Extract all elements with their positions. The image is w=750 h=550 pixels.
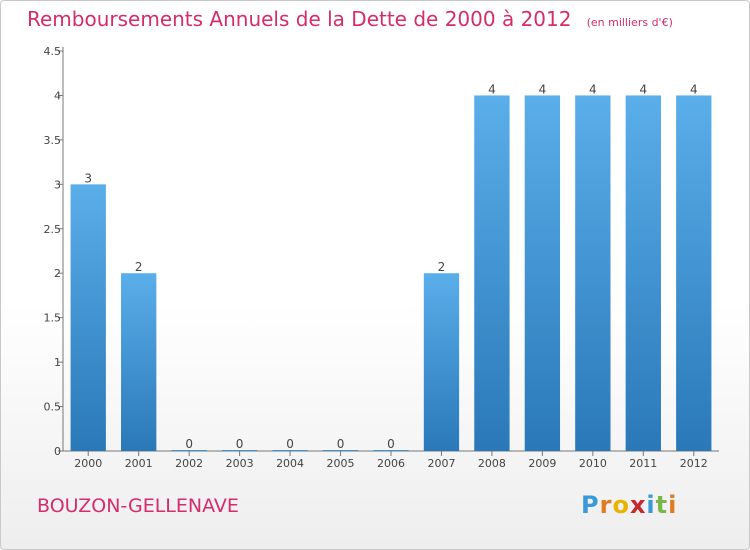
x-tick-label: 2000	[74, 457, 102, 470]
bar	[373, 450, 409, 451]
bar	[70, 184, 106, 452]
title-row: Remboursements Annuels de la Dette de 20…	[27, 7, 673, 31]
y-tick-label: 2	[54, 267, 61, 280]
data-label: 4	[690, 82, 698, 96]
commune-name: BOUZON-GELLENAVE	[37, 495, 239, 517]
y-tick-label: 1.5	[44, 312, 62, 325]
data-label: 0	[236, 437, 244, 451]
bar	[676, 95, 712, 451]
bars	[70, 95, 712, 452]
proxiti-logo: Proxiti	[581, 491, 677, 519]
y-tick-label: 3	[54, 178, 61, 191]
logo-letter: r	[599, 491, 613, 519]
y-tick-label: 4.5	[44, 45, 62, 58]
x-tick-label: 2003	[226, 457, 254, 470]
y-tick-label: 0	[54, 445, 61, 458]
x-tick-label: 2009	[528, 457, 556, 470]
y-tick-label: 1	[54, 356, 61, 369]
data-label: 4	[539, 82, 547, 96]
data-label: 4	[639, 82, 647, 96]
x-tick-label: 2007	[427, 457, 455, 470]
data-label: 4	[488, 82, 496, 96]
bar	[474, 95, 510, 451]
data-label: 0	[337, 437, 345, 451]
x-tick-label: 2008	[478, 457, 506, 470]
x-tick-label: 2012	[680, 457, 708, 470]
x-tick-label: 2001	[125, 457, 153, 470]
data-label: 2	[135, 260, 143, 274]
chart-title: Remboursements Annuels de la Dette de 20…	[27, 7, 572, 31]
y-tick-label: 3.5	[44, 134, 62, 147]
data-label: 3	[84, 171, 92, 185]
bar	[575, 95, 611, 451]
bar	[221, 450, 258, 451]
chart-subtitle: (en milliers d'€)	[586, 16, 673, 29]
x-tick-label: 2002	[175, 457, 203, 470]
bar	[625, 95, 661, 451]
data-label: 0	[387, 437, 395, 451]
data-label: 0	[185, 437, 193, 451]
x-tick-label: 2006	[377, 457, 405, 470]
y-tick-label: 0.5	[44, 401, 62, 414]
logo-letter: x	[629, 491, 647, 519]
x-tick-label: 2004	[276, 457, 304, 470]
bar	[322, 450, 359, 451]
y-tick-label: 2.5	[44, 223, 62, 236]
logo-letter: i	[668, 491, 678, 519]
bar	[272, 450, 308, 451]
logo-letter: i	[646, 491, 656, 519]
logo-letter: o	[612, 491, 630, 519]
x-tick-label: 2010	[579, 457, 607, 470]
x-tick-label: 2011	[629, 457, 657, 470]
bar	[423, 273, 460, 451]
bar	[121, 273, 157, 451]
x-tick-label: 2005	[327, 457, 355, 470]
data-labels: 3 2 0 0 0 0 0 2 4 4 4 4 4	[84, 82, 697, 451]
data-label: 4	[589, 82, 597, 96]
bar	[171, 450, 207, 451]
y-tick-label: 4	[54, 89, 61, 102]
data-label: 2	[438, 260, 446, 274]
x-tick-labels: 2000 2001 2002 2003 2004 2005 2006 2007 2008 2009…	[74, 451, 708, 470]
data-label: 0	[286, 437, 294, 451]
logo-letter: P	[581, 491, 600, 519]
bar	[524, 95, 561, 451]
logo-letter: t	[655, 491, 669, 519]
